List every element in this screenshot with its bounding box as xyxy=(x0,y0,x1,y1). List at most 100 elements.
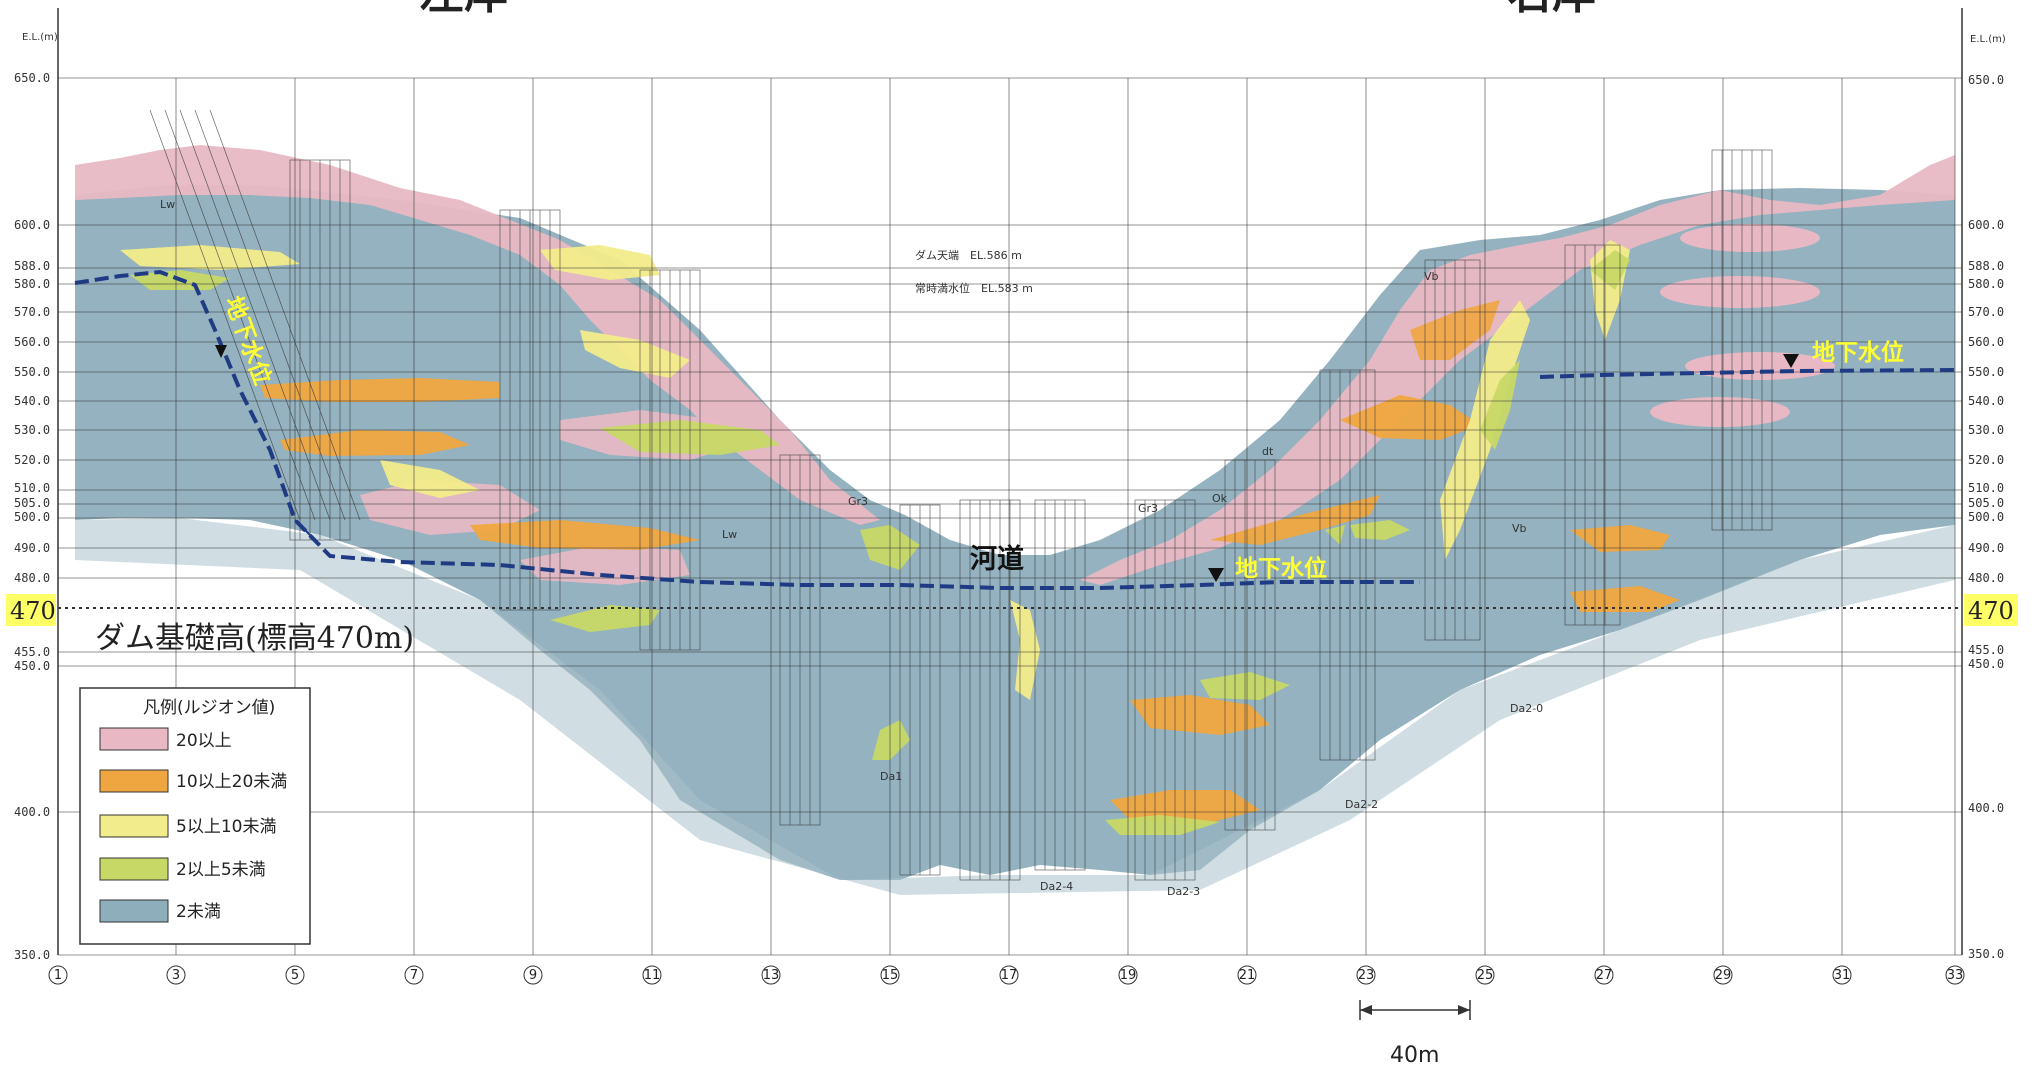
zone-label-dt: dt xyxy=(1262,445,1274,458)
tick-left-510: 510.0 xyxy=(14,481,50,495)
zone-label-da2-2: Da2-2 xyxy=(1345,798,1378,811)
col-marker-21: 21 xyxy=(1239,968,1256,983)
zone-label-lw-1: Lw xyxy=(160,198,175,211)
highlight-470-right: 470 xyxy=(1968,597,2014,625)
lens-orange-3 xyxy=(470,520,700,550)
groundwater-slope-left xyxy=(294,519,321,546)
tick-right-520: 520.0 xyxy=(1968,453,2004,467)
tick-right-570: 570.0 xyxy=(1968,305,2004,319)
col-marker-13: 13 xyxy=(763,968,780,983)
tick-right-500: 500.0 xyxy=(1968,510,2004,524)
normal-water-level-label: 常時満水位 EL.583 m xyxy=(915,281,1033,295)
zone-label-vb-2: Vb xyxy=(1512,522,1527,535)
tick-right-650: 650.0 xyxy=(1968,73,2004,87)
highlight-470-right-bg xyxy=(1964,594,2018,626)
tick-left-520: 520.0 xyxy=(14,453,50,467)
lens-pink-4 xyxy=(1650,397,1790,427)
column-markers: 1 3 5 7 9 11 13 15 17 19 21 23 25 27 29 … xyxy=(48,965,1965,985)
right-axis-ticks: 650.0 600.0 588.0 580.0 570.0 560.0 550.… xyxy=(1968,73,2004,961)
tick-right-480: 480.0 xyxy=(1968,571,2004,585)
legend-title: 凡例(ルジオン値) xyxy=(143,698,275,718)
zone-lu-over-20-left xyxy=(75,145,880,525)
right-bank-label: 右岸 xyxy=(1508,0,1596,19)
lens-yellow-4 xyxy=(380,460,480,498)
legend-swatch-3 xyxy=(99,814,169,838)
elevation-grid xyxy=(58,77,1962,956)
legend-swatch-1 xyxy=(99,727,169,751)
tick-left-570: 570.0 xyxy=(14,305,50,319)
legend-label-1: 20以上 xyxy=(176,731,232,751)
gw-marker-left xyxy=(215,345,227,358)
tick-right-450: 450.0 xyxy=(1968,657,2004,671)
tick-right-400: 400.0 xyxy=(1968,801,2004,815)
tick-left-650: 650.0 xyxy=(14,71,50,85)
col-marker-15: 15 xyxy=(882,968,899,983)
lens-orange-6 xyxy=(1210,495,1380,545)
tick-right-505: 505.0 xyxy=(1968,496,2004,510)
left-axis-unit: E.L.(m) xyxy=(22,32,58,43)
left-bank-label: 左岸 xyxy=(420,0,508,19)
col-marker-25: 25 xyxy=(1477,968,1494,983)
groundwater-label-right: 地下水位 xyxy=(1812,339,1904,366)
legend-swatch-2 xyxy=(99,769,169,793)
col-marker-9: 9 xyxy=(529,968,537,983)
col-marker-17: 17 xyxy=(1001,968,1018,983)
legend-swatch-4 xyxy=(99,857,169,881)
tick-left-600: 600.0 xyxy=(14,218,50,232)
zone-label-da2-3: Da2-3 xyxy=(1167,885,1200,898)
zone-label-da2-4: Da2-4 xyxy=(1040,880,1073,893)
col-marker-5: 5 xyxy=(291,968,299,983)
column-grid xyxy=(57,78,1956,955)
zone-label-ok: Ok xyxy=(1212,492,1228,505)
zone-lower-haze xyxy=(75,518,1955,895)
tick-right-530: 530.0 xyxy=(1968,423,2004,437)
tick-left-500: 500.0 xyxy=(14,510,50,524)
tick-left-550: 550.0 xyxy=(14,365,50,379)
lens-pink-2 xyxy=(1660,276,1820,308)
zone-lu-over-20-right xyxy=(1080,155,1955,585)
tick-right-560: 560.0 xyxy=(1968,335,2004,349)
dam-crest-label: ダム天端 EL.586 m xyxy=(915,248,1022,262)
tick-right-455: 455.0 xyxy=(1968,643,2004,657)
zone-label-lw-2: Lw xyxy=(722,528,737,541)
col-marker-11: 11 xyxy=(644,968,661,983)
lens-green-8 xyxy=(1480,360,1520,450)
tick-right-600: 600.0 xyxy=(1968,218,2004,232)
left-axis-ticks: 650.0 600.0 588.0 580.0 570.0 560.0 550.… xyxy=(14,71,50,962)
legend-label-4: 2以上5未満 xyxy=(176,860,266,880)
scale-bar-label: 40m xyxy=(1390,1043,1439,1068)
lens-pink-left-a xyxy=(360,480,540,535)
col-marker-7: 7 xyxy=(410,968,418,983)
legend-label-2: 10以上20未満 xyxy=(176,772,287,792)
boreholes xyxy=(149,109,1773,881)
lens-green-7 xyxy=(1350,520,1410,540)
col-marker-23: 23 xyxy=(1358,968,1375,983)
tick-left-455: 455.0 xyxy=(14,645,50,659)
tick-left-480: 480.0 xyxy=(14,571,50,585)
col-marker-3: 3 xyxy=(172,968,180,983)
zone-label-da2-0: Da2-0 xyxy=(1510,702,1543,715)
groundwater-line-right xyxy=(1539,368,1956,379)
foundation-label: ダム基礎高(標高470m) xyxy=(95,621,414,656)
tick-right-350: 350.0 xyxy=(1968,947,2004,961)
col-marker-19: 19 xyxy=(1120,968,1137,983)
groundwater-label-mid: 地下水位 xyxy=(1235,555,1327,582)
tick-left-580: 580.0 xyxy=(14,277,50,291)
tick-left-530: 530.0 xyxy=(14,423,50,437)
lens-pink-left-c xyxy=(520,545,690,585)
col-marker-1: 1 xyxy=(54,968,62,983)
col-marker-27: 27 xyxy=(1596,968,1613,983)
highlight-470-left: 470 xyxy=(10,597,56,625)
legend-label-5: 2未満 xyxy=(176,902,221,922)
col-marker-29: 29 xyxy=(1715,968,1732,983)
tick-left-560: 560.0 xyxy=(14,335,50,349)
zone-label-vb-1: Vb xyxy=(1424,270,1439,283)
zone-label-da1: Da1 xyxy=(880,770,902,783)
col-marker-31: 31 xyxy=(1834,968,1851,983)
legend: 凡例(ルジオン値) 20以上 10以上20未満 5以上10未満 2以上5未満 2… xyxy=(79,687,311,945)
zone-label-gr3-2: Gr3 xyxy=(1138,502,1158,515)
tick-left-540: 540.0 xyxy=(14,394,50,408)
lens-yellow-2 xyxy=(540,245,660,280)
col-marker-33: 33 xyxy=(1947,968,1964,983)
scale-bar: 40m xyxy=(1359,1000,1471,1068)
